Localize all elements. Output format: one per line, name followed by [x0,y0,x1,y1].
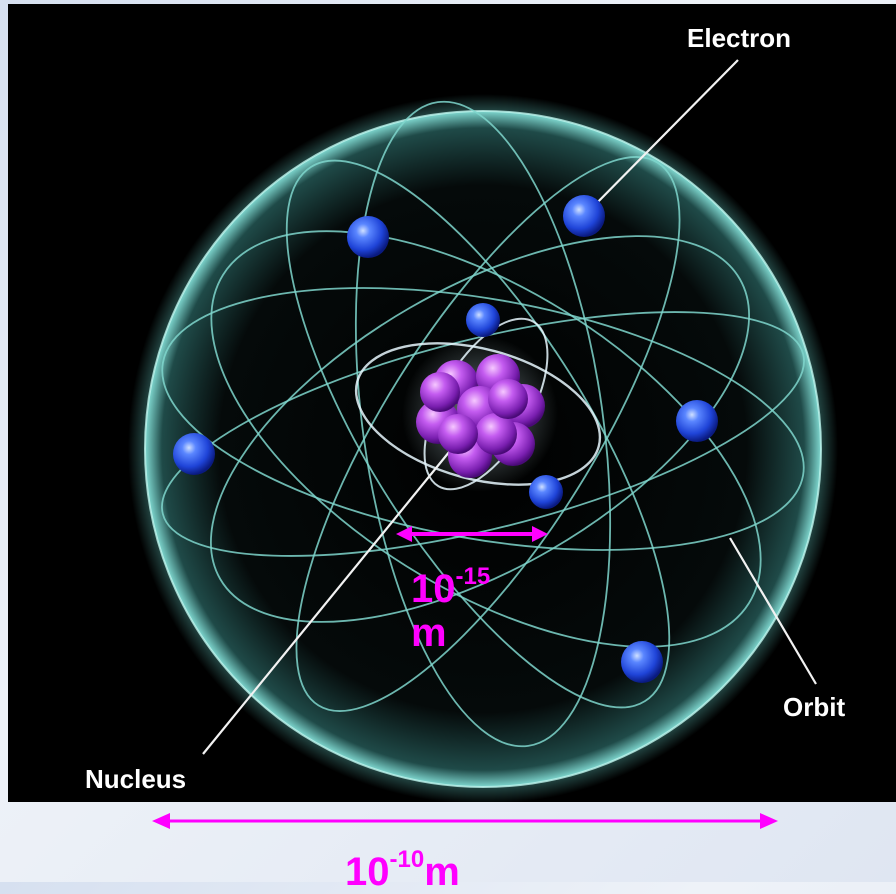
atom-scale-unit: m [424,850,460,894]
electron-icon [173,195,718,683]
atom-diagram [8,4,896,802]
nucleus-scale-label: 10-15 m [411,555,490,655]
atom-scale-label: 10-10m [345,838,460,894]
nucleus-label: Nucleus [85,764,187,794]
orbit-label: Orbit [783,692,846,722]
nucleus-scale-unit: m [411,611,447,655]
nucleus-scale-base: 10 [411,567,456,611]
atom-scale-base: 10 [345,850,390,894]
electron-label: Electron [687,23,792,53]
atom-scale-exponent: -10 [389,846,425,873]
nucleus-icon [402,336,558,492]
nucleus-scale-exponent: -15 [455,563,491,590]
double-arrow-icon [396,526,548,542]
